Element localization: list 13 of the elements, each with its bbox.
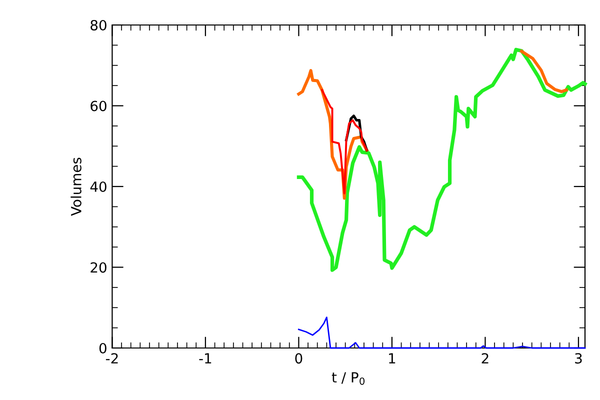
- x-axis-title: t / P$_{0}$: [332, 372, 365, 385]
- y-axis-title: Volumes: [70, 158, 82, 216]
- x-tick-label: -2: [106, 353, 118, 364]
- y-tick-label: 80: [90, 20, 106, 30]
- x-tick-label: 0: [295, 353, 302, 364]
- x-tick-label: 3: [575, 353, 582, 364]
- x-tick-label: -1: [199, 353, 212, 364]
- x-tick-label: 2: [482, 353, 488, 364]
- x-tick-label: 1: [389, 353, 396, 364]
- y-tick-label: 40: [90, 181, 106, 192]
- y-tick-label: 20: [90, 262, 106, 273]
- y-tick-label: 60: [90, 100, 106, 112]
- y-tick-label: 0: [99, 342, 106, 354]
